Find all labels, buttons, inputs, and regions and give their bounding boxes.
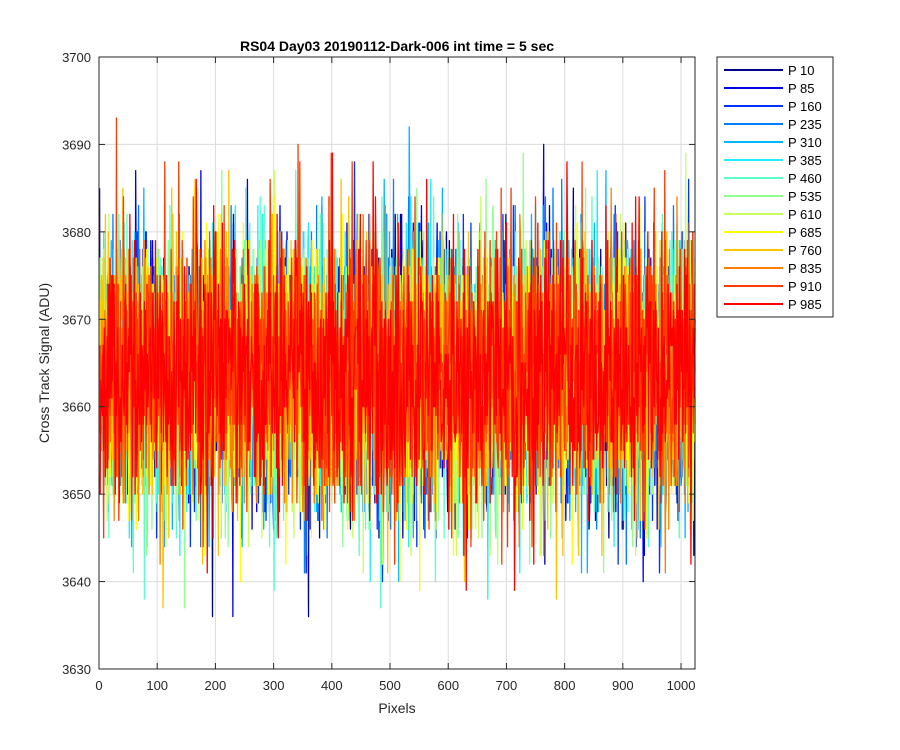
x-tick-label: 0 (95, 678, 102, 693)
y-tick-label: 3670 (62, 312, 91, 327)
legend-entry: P 160 (788, 99, 822, 114)
legend-entry: P 535 (788, 189, 822, 204)
legend-entry: P 310 (788, 135, 822, 150)
x-axis-label: Pixels (378, 700, 415, 716)
y-tick-label: 3660 (62, 400, 91, 415)
legend-entry: P 610 (788, 207, 822, 222)
x-tick-label: 100 (146, 678, 168, 693)
legend-entry: P 685 (788, 225, 822, 240)
x-tick-label: 700 (496, 678, 518, 693)
axis-ticks: 0 100 200 300 400 500 600 700 800 900 1000 3630 3640… (62, 50, 695, 693)
legend-box (716, 56, 834, 318)
legend-entry: P 760 (788, 243, 822, 258)
series-line (98, 152, 696, 591)
legend-entry: P 835 (788, 261, 822, 276)
x-tick-label: 400 (321, 678, 343, 693)
legend-entry: P 235 (788, 117, 822, 132)
y-tick-label: 3690 (62, 137, 91, 152)
x-tick-label: 300 (263, 678, 285, 693)
x-tick-label: 1000 (667, 678, 696, 693)
legend-entry: P 910 (788, 279, 822, 294)
y-axis-label: Cross Track Signal (ADU) (36, 283, 52, 443)
x-tick-label: 800 (554, 678, 576, 693)
plot-border (98, 56, 696, 670)
legend-entry: P 10 (788, 63, 815, 78)
y-tick-label: 3640 (62, 575, 91, 590)
legend-entry: P 460 (788, 171, 822, 186)
y-tick-label: 3630 (62, 662, 91, 677)
y-tick-label: 3700 (62, 50, 91, 65)
legend: P 10 P 85 P 160 P 235 P 310 P 385 P 460 P 535 P … (716, 56, 834, 318)
legend-entry: P 85 (788, 81, 815, 96)
x-tick-label: 900 (612, 678, 634, 693)
chart-title: RS04 Day03 20190112-Dark-006 int time = … (240, 38, 554, 54)
y-tick-label: 3650 (62, 487, 91, 502)
x-tick-label: 600 (437, 678, 459, 693)
legend-entry: P 985 (788, 297, 822, 312)
series-lines (98, 117, 696, 618)
x-tick-label: 200 (205, 678, 227, 693)
y-tick-label: 3680 (62, 225, 91, 240)
legend-entry: P 385 (788, 153, 822, 168)
x-tick-label: 500 (379, 678, 401, 693)
